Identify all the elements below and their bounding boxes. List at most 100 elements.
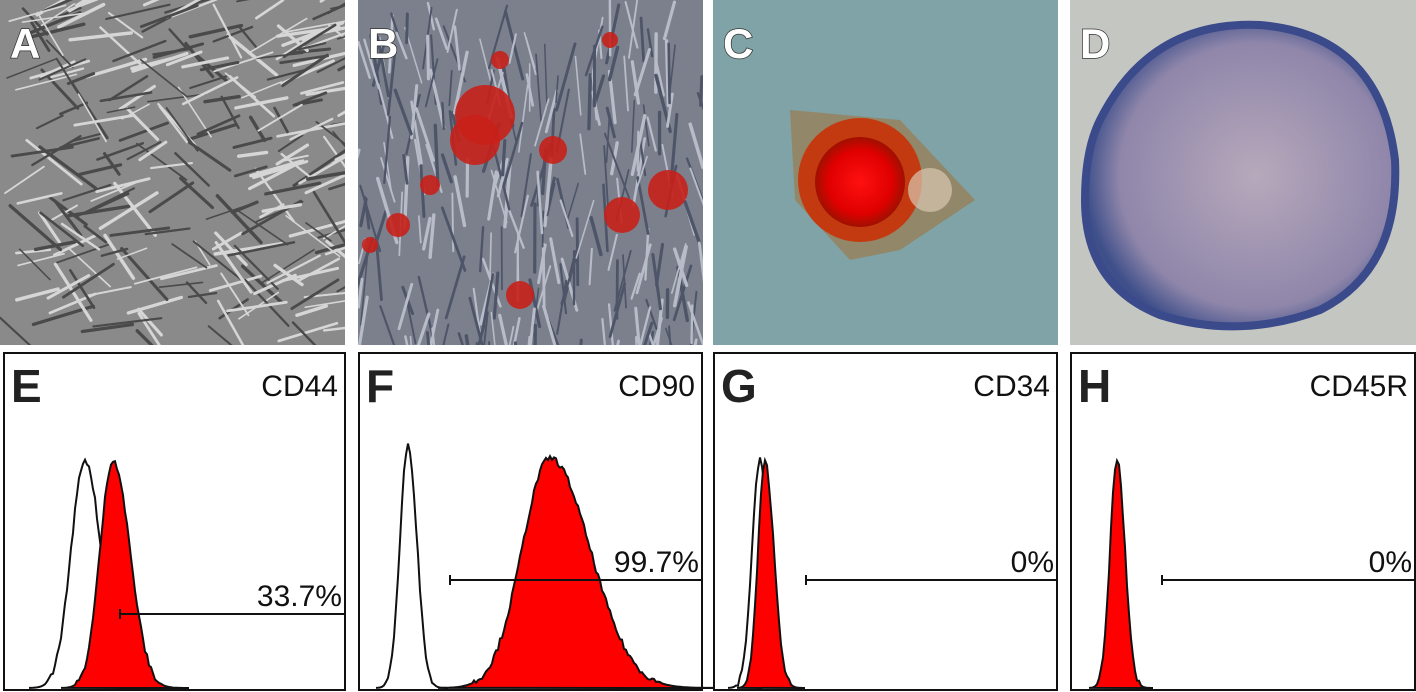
cell xyxy=(601,318,606,345)
cell xyxy=(275,143,310,166)
cell xyxy=(207,325,233,345)
cell xyxy=(53,243,111,265)
mineral-deposit xyxy=(362,237,378,253)
cell xyxy=(636,176,650,235)
cell xyxy=(220,95,240,130)
cell xyxy=(453,25,461,71)
cell xyxy=(253,273,297,296)
cell xyxy=(479,38,492,82)
cell xyxy=(523,32,536,69)
cell xyxy=(607,45,620,82)
marker-name: CD44 xyxy=(261,370,338,403)
positive-percent: 99.7% xyxy=(614,546,699,579)
cell xyxy=(252,160,309,180)
cell xyxy=(33,240,77,252)
panel-label: G xyxy=(721,360,757,412)
cell xyxy=(248,115,267,143)
panel-label: D xyxy=(1080,20,1110,67)
cell xyxy=(643,321,654,345)
cell xyxy=(528,307,536,345)
cell xyxy=(630,272,641,300)
cell xyxy=(639,16,646,63)
cell xyxy=(291,47,332,55)
cell xyxy=(212,3,243,59)
marker-curve xyxy=(736,456,806,689)
cell xyxy=(358,40,371,80)
cell xyxy=(478,226,485,273)
cell xyxy=(234,96,289,110)
cell xyxy=(177,86,212,138)
cell xyxy=(328,182,345,191)
cell xyxy=(496,157,509,198)
cell-texture xyxy=(358,0,703,345)
cell xyxy=(171,243,208,269)
cell xyxy=(6,58,57,79)
cell xyxy=(96,142,145,161)
cell xyxy=(68,0,92,13)
cell xyxy=(542,304,557,345)
cell xyxy=(559,263,568,315)
cell xyxy=(440,153,453,184)
cell xyxy=(425,331,431,345)
pellet xyxy=(1080,20,1400,331)
cell xyxy=(266,68,308,81)
cell xyxy=(59,137,101,149)
cell xyxy=(118,121,169,142)
cell xyxy=(603,132,630,199)
cell xyxy=(559,199,574,238)
cell xyxy=(566,182,580,221)
cell xyxy=(630,99,636,153)
cell xyxy=(410,84,419,140)
cell xyxy=(477,323,486,345)
cell xyxy=(498,313,508,345)
cell xyxy=(297,257,341,282)
cell xyxy=(305,222,332,242)
cell xyxy=(277,321,339,343)
cell xyxy=(237,210,289,246)
cell xyxy=(227,241,296,257)
cell xyxy=(244,278,290,327)
cell xyxy=(100,247,129,257)
cell xyxy=(424,58,439,108)
cell xyxy=(672,245,688,308)
cell xyxy=(441,101,445,131)
cell xyxy=(139,4,199,29)
cell xyxy=(666,92,674,128)
cell xyxy=(285,214,341,258)
histogram-frame xyxy=(3,352,346,691)
cell xyxy=(158,281,204,288)
cell xyxy=(442,323,450,345)
cell xyxy=(213,241,285,256)
cell xyxy=(15,73,78,91)
cell xyxy=(60,222,101,251)
cell xyxy=(103,233,136,280)
cell xyxy=(199,61,240,72)
cell xyxy=(555,75,559,103)
cell xyxy=(16,192,63,205)
cell xyxy=(422,216,432,251)
cell xyxy=(662,0,677,41)
cell xyxy=(541,242,546,310)
cell xyxy=(508,325,515,345)
cell xyxy=(327,2,345,15)
cell xyxy=(386,50,397,116)
cell xyxy=(699,75,703,107)
cell xyxy=(579,133,587,175)
cell xyxy=(517,84,529,153)
cell xyxy=(158,105,189,144)
cell xyxy=(316,57,345,74)
cell xyxy=(50,67,85,79)
cell xyxy=(669,44,676,94)
cell xyxy=(555,42,577,112)
cell xyxy=(83,224,108,244)
cell xyxy=(57,2,106,29)
cell xyxy=(18,248,51,281)
cell xyxy=(0,316,32,345)
cell xyxy=(635,243,652,295)
cell xyxy=(605,106,616,139)
mineral-deposit xyxy=(420,175,440,195)
mineral-deposit xyxy=(450,115,500,165)
cell xyxy=(264,181,322,196)
cell xyxy=(148,181,195,214)
cell xyxy=(255,0,285,20)
